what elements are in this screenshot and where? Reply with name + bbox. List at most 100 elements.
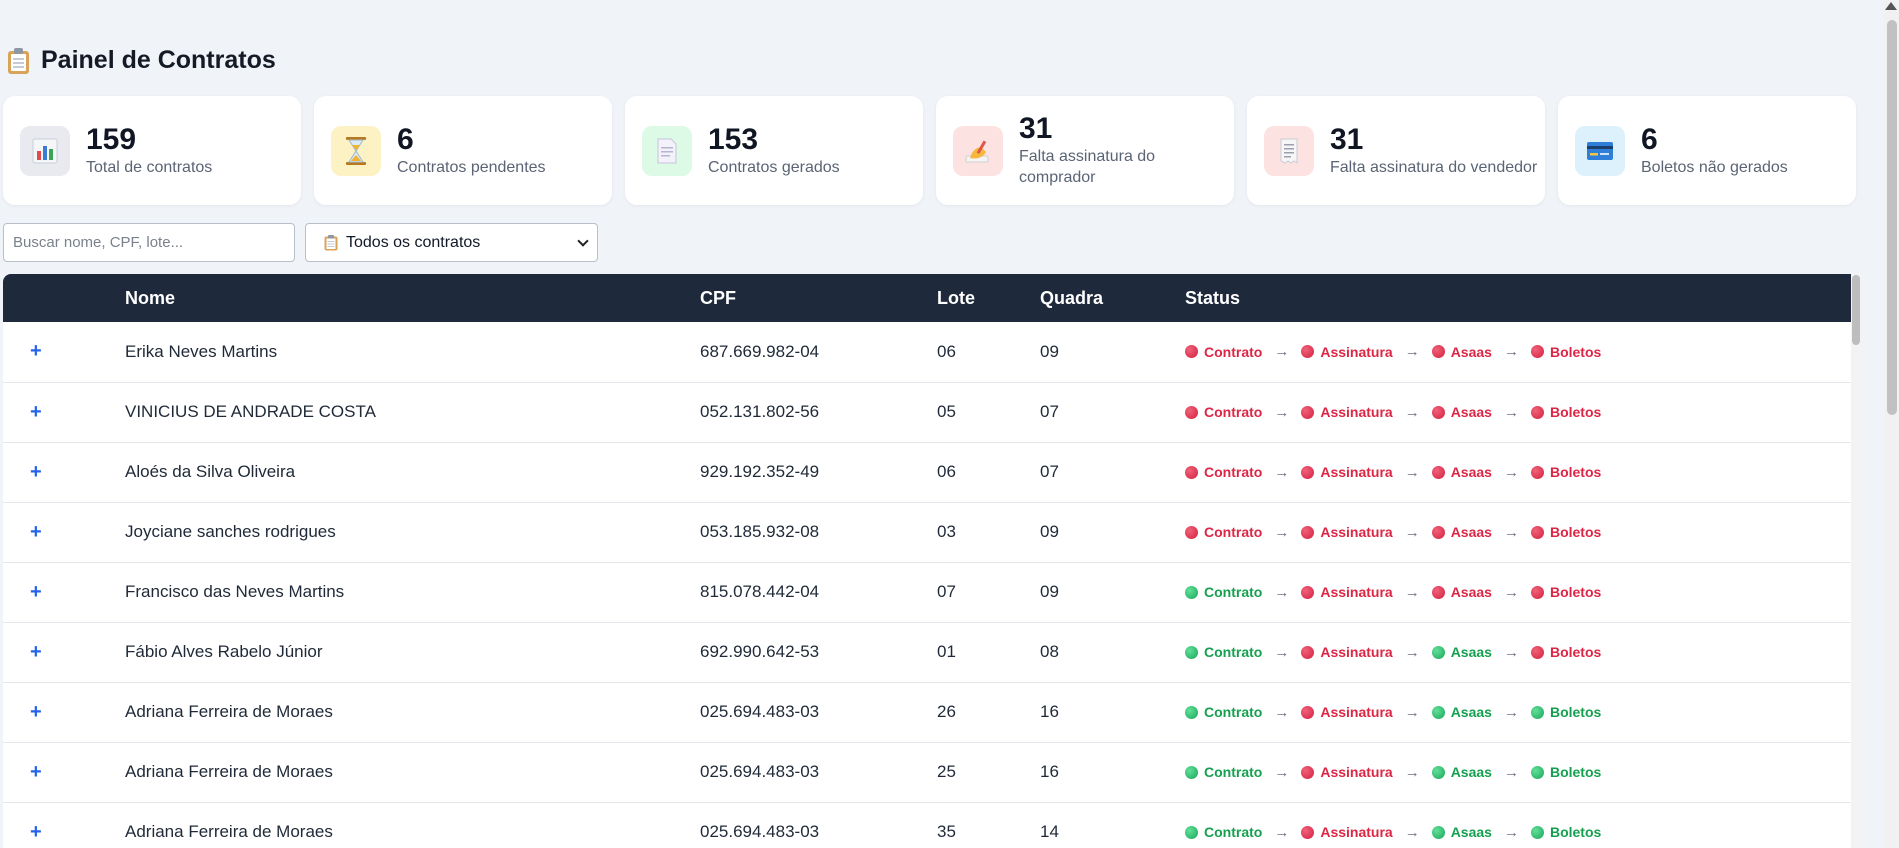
summary-cards: 159 Total de contratos 6 Contratos pende… (3, 96, 1856, 205)
table-scroll-track[interactable] (1851, 274, 1861, 848)
cell-cpf: 025.694.483-03 (700, 762, 820, 781)
status-pipeline: Contrato → Assinatura → Asaas → Boletos (1185, 524, 1852, 541)
clipboard-icon (7, 47, 31, 74)
card-value: 153 (708, 122, 759, 156)
column-header-quadra[interactable]: Quadra (1040, 287, 1104, 308)
table-row[interactable]: + Aloés da Silva Oliveira 929.192.352-49 06… (3, 442, 1852, 502)
status-step: Asaas (1431, 464, 1492, 480)
clipboard-icon (324, 234, 338, 251)
cell-lote: 25 (937, 762, 956, 781)
arrow-right-icon: → (1404, 403, 1420, 421)
card-label: Falta assinatura do vendedor (1330, 158, 1538, 176)
status-step: Contrato (1185, 464, 1262, 480)
cell-status: Contrato → Assinatura → Asaas → Boletos (1185, 562, 1852, 622)
status-dot-icon (1185, 525, 1198, 539)
status-dot-icon (1301, 585, 1315, 599)
status-dot-icon (1431, 705, 1445, 719)
card-value: 6 (397, 122, 414, 156)
cell-lote: 03 (937, 522, 956, 541)
table-row[interactable]: + Adriana Ferreira de Moraes 025.694.483-0… (3, 682, 1852, 742)
table-row[interactable]: + Joyciane sanches rodrigues 053.185.932-0… (3, 502, 1852, 562)
cell-status: Contrato → Assinatura → Asaas → Boletos (1185, 322, 1852, 382)
card-label: Contratos pendentes (397, 158, 546, 176)
bar-chart-icon (20, 125, 70, 176)
cell-status: Contrato → Assinatura → Asaas → Boletos (1185, 622, 1852, 682)
status-dot-icon (1185, 405, 1198, 419)
cell-lote: 07 (937, 582, 956, 601)
page-scrollbar-thumb[interactable] (1887, 20, 1897, 415)
arrow-right-icon: → (1404, 823, 1420, 841)
contract-filter-select[interactable]: Todos os contratos (305, 223, 598, 262)
cell-status: Contrato → Assinatura → Asaas → Boletos (1185, 682, 1852, 742)
expand-row-button[interactable]: + (30, 700, 42, 723)
status-step-label: Asaas (1450, 343, 1492, 360)
status-dot-icon (1185, 645, 1198, 659)
cell-status: Contrato → Assinatura → Asaas → Boletos (1185, 382, 1852, 442)
cell-nome: Joyciane sanches rodrigues (125, 522, 336, 541)
table-row[interactable]: + Adriana Ferreira de Moraes 025.694.483-0… (3, 742, 1852, 802)
arrow-right-icon: → (1404, 583, 1420, 601)
arrow-right-icon: → (1503, 463, 1519, 481)
status-step-label: Assinatura (1320, 584, 1393, 600)
status-pipeline: Contrato → Assinatura → Asaas → Boletos (1185, 464, 1852, 481)
scroll-up-arrow-icon[interactable] (1885, 2, 1897, 10)
search-input[interactable] (3, 223, 295, 262)
arrow-right-icon: → (1274, 643, 1290, 661)
status-step: Assinatura (1301, 824, 1393, 840)
column-header-cpf[interactable]: CPF (700, 287, 736, 308)
status-step-label: Asaas (1450, 704, 1492, 720)
expand-row-button[interactable]: + (30, 820, 42, 843)
table-row[interactable]: + Erika Neves Martins 687.669.982-04 06 09 Co… (3, 322, 1852, 382)
cell-cpf: 025.694.483-03 (700, 822, 820, 841)
cell-nome: Adriana Ferreira de Moraes (125, 822, 333, 841)
column-header-expand (3, 274, 125, 322)
cell-lote: 06 (937, 462, 956, 481)
chevron-down-icon (577, 234, 589, 247)
status-step: Contrato (1185, 704, 1262, 720)
expand-row-button[interactable]: + (30, 400, 42, 423)
table-row[interactable]: + Fábio Alves Rabelo Júnior 692.990.642-53… (3, 622, 1852, 682)
status-step: Assinatura (1301, 343, 1393, 360)
expand-row-button[interactable]: + (30, 520, 42, 543)
table-row[interactable]: + VINICIUS DE ANDRADE COSTA 052.131.802-56… (3, 382, 1852, 442)
column-header-lote[interactable]: Lote (937, 287, 975, 308)
cell-lote: 06 (937, 341, 956, 361)
status-step: Asaas (1431, 644, 1492, 660)
status-dot-icon (1530, 765, 1544, 779)
arrow-right-icon: → (1404, 643, 1420, 661)
status-step-label: Boletos (1549, 644, 1602, 660)
status-step-label: Assinatura (1320, 343, 1393, 360)
table-scrollbar-thumb[interactable] (1852, 275, 1860, 345)
status-dot-icon (1301, 345, 1315, 359)
status-step: Contrato (1185, 644, 1262, 660)
cell-quadra: 09 (1040, 341, 1059, 361)
table-row[interactable]: + Francisco das Neves Martins 815.078.442-… (3, 562, 1852, 622)
status-step-label: Boletos (1549, 704, 1602, 720)
document-icon (642, 125, 692, 176)
arrow-right-icon: → (1274, 703, 1290, 721)
table-row[interactable]: + Adriana Ferreira de Moraes 025.694.483-0… (3, 802, 1852, 848)
status-step: Asaas (1431, 704, 1492, 720)
expand-row-button[interactable]: + (30, 640, 42, 663)
status-dot-icon (1431, 585, 1445, 599)
expand-row-button[interactable]: + (30, 340, 42, 363)
expand-row-button[interactable]: + (30, 580, 42, 603)
receipt-icon (1264, 125, 1314, 176)
column-header-status[interactable]: Status (1185, 287, 1241, 308)
status-pipeline: Contrato → Assinatura → Asaas → Boletos (1185, 404, 1852, 421)
status-step: Asaas (1431, 584, 1492, 600)
status-step: Asaas (1431, 524, 1492, 540)
arrow-right-icon: → (1503, 583, 1519, 601)
status-step: Contrato (1185, 764, 1262, 780)
column-header-nome[interactable]: Nome (125, 287, 176, 308)
card-boletos-nao-gerados: 6 Boletos não gerados (1558, 96, 1856, 205)
writing-hand-icon (953, 125, 1003, 176)
status-step-label: Contrato (1204, 404, 1263, 420)
status-dot-icon (1431, 465, 1445, 479)
expand-row-button[interactable]: + (30, 460, 42, 483)
status-step: Assinatura (1301, 584, 1393, 600)
arrow-right-icon: → (1274, 403, 1290, 421)
expand-row-button[interactable]: + (30, 760, 42, 783)
cell-cpf: 692.990.642-53 (700, 642, 820, 661)
card-value: 6 (1641, 122, 1658, 156)
